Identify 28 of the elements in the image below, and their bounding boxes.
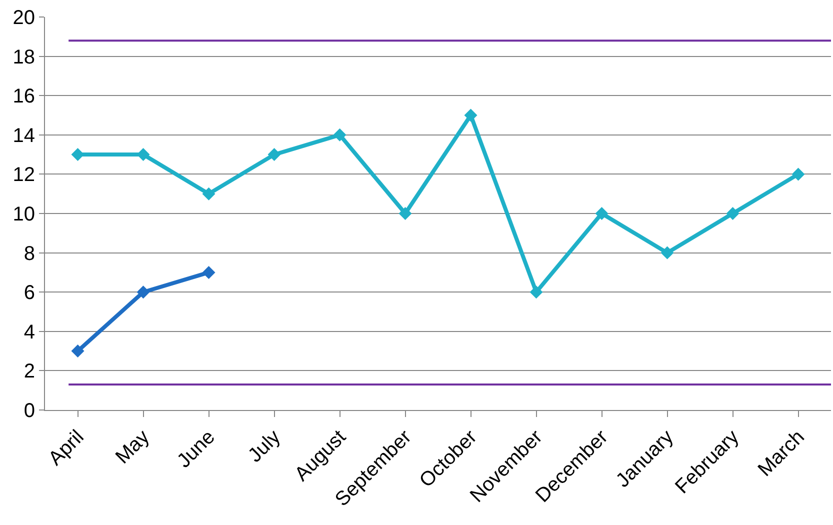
point [530,286,543,299]
x-tick-label: July [244,426,285,467]
y-tick-label: 18 [12,46,35,68]
y-tick-label: 4 [24,321,35,344]
point [398,207,412,220]
y-tick-label: 16 [12,86,35,108]
y-tick-label: 2 [24,360,35,383]
y-tick-label: 14 [12,124,35,147]
y-tick-label: 12 [12,164,35,186]
y-tick-label: 10 [12,204,35,226]
point [595,207,608,220]
point [202,266,216,279]
y-tick-label: 6 [24,282,35,304]
y-tick-label: 20 [12,7,35,29]
point [136,148,150,162]
point [464,108,478,122]
point [726,207,740,220]
point [202,187,216,200]
y-tick-label: 0 [24,400,35,422]
point [71,148,84,162]
y-tick-label: 8 [24,242,35,265]
point [792,168,805,181]
point [660,246,674,260]
point [136,286,150,299]
point [333,128,346,142]
point [71,344,84,358]
x-tick-label: May [112,426,154,468]
point [268,148,281,162]
